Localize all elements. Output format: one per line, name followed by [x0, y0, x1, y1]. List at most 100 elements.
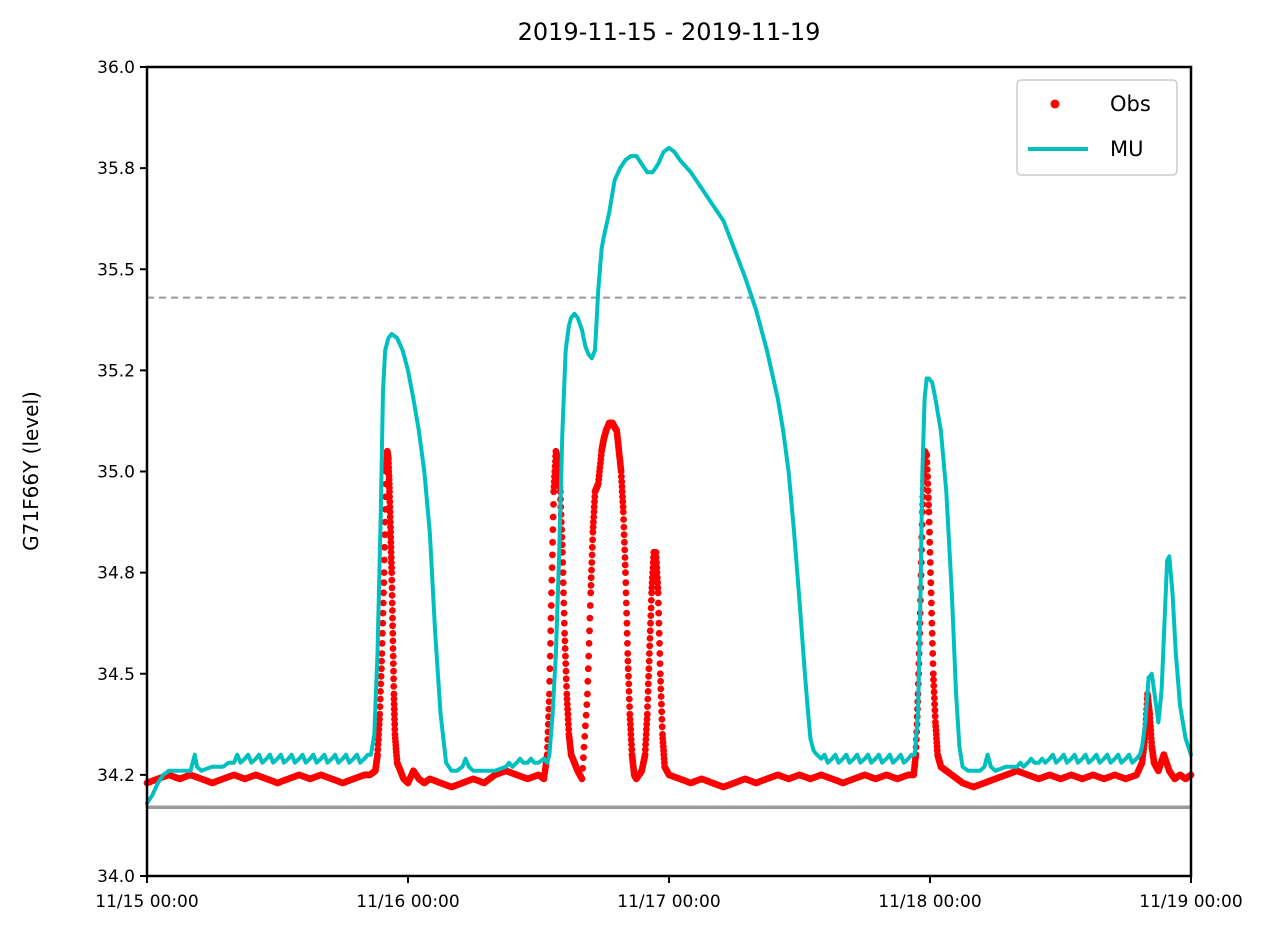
obs-point — [378, 665, 385, 673]
obs-point — [559, 569, 567, 576]
obs-point — [622, 589, 630, 597]
obs-point — [375, 731, 382, 738]
plot-frame — [145, 65, 1193, 878]
obs-point — [645, 665, 653, 673]
obs-point — [559, 559, 567, 566]
obs-point — [646, 627, 654, 635]
obs-point — [376, 695, 384, 703]
obs-point — [628, 741, 635, 748]
mu-series — [145, 145, 1193, 806]
obs-point — [620, 523, 628, 531]
obs-point — [548, 564, 556, 571]
obs-point — [390, 675, 397, 683]
obs-point — [654, 589, 662, 597]
obs-point — [391, 715, 398, 723]
obs-point — [658, 700, 665, 708]
obs-point — [547, 602, 555, 609]
obs-point — [588, 559, 596, 566]
obs-point — [625, 695, 633, 703]
obs-point — [648, 579, 656, 587]
obs-point — [381, 543, 388, 551]
obs-point — [928, 599, 935, 607]
obs-point — [386, 518, 394, 526]
obs-point — [389, 652, 397, 660]
obs-point — [378, 657, 385, 665]
obs-point — [647, 612, 655, 619]
obs-point — [378, 650, 386, 657]
obs-point — [646, 642, 654, 650]
obs-point — [657, 685, 665, 693]
obs-point — [642, 736, 650, 743]
obs-point — [387, 523, 394, 531]
obs-point — [390, 700, 398, 708]
obs-point — [584, 665, 592, 673]
obs-point — [647, 619, 654, 627]
obs-point — [619, 503, 627, 511]
obs-point — [582, 711, 590, 719]
obs-point — [391, 720, 399, 728]
obs-point — [590, 508, 598, 516]
obs-point — [381, 518, 389, 526]
obs-point — [643, 720, 651, 728]
obs-point — [627, 720, 634, 728]
obs-point — [927, 579, 935, 587]
obs-point — [590, 503, 598, 511]
obs-point — [561, 629, 568, 637]
obs-point — [585, 652, 593, 660]
obs-point — [654, 584, 662, 592]
obs-point — [578, 775, 586, 783]
obs-point — [929, 640, 936, 647]
obs-point — [579, 764, 587, 772]
obs-point — [389, 607, 396, 614]
obs-point — [380, 556, 388, 564]
obs-point — [626, 710, 634, 718]
obs-point — [390, 683, 398, 690]
obs-point — [587, 589, 595, 597]
legend-obs-marker — [1050, 99, 1060, 109]
obs-point — [926, 538, 934, 546]
obs-point — [584, 690, 591, 698]
obs-point — [585, 640, 593, 647]
obs-point — [642, 731, 650, 738]
reference-lines — [147, 296, 1191, 809]
obs-point — [388, 564, 395, 571]
obs-point — [619, 508, 627, 516]
obs-point — [387, 554, 395, 561]
obs-point — [618, 478, 626, 485]
obs-point — [388, 584, 396, 592]
chart-title: 2019-11-15 - 2019-11-19 — [518, 18, 821, 46]
obs-point — [643, 726, 650, 733]
obs-point — [375, 736, 382, 743]
obs-point — [389, 629, 397, 637]
obs-point — [624, 640, 631, 647]
obs-point — [389, 614, 396, 622]
obs-point — [623, 629, 631, 637]
obs-point — [929, 650, 937, 657]
obs-point — [588, 543, 596, 551]
obs-point — [618, 483, 626, 491]
obs-point — [621, 561, 629, 569]
obs-point — [923, 459, 931, 466]
obs-point — [649, 574, 656, 582]
x-axis-ticks: 11/15 00:00 11/16 00:00 11/17 00:00 11/18 0… — [95, 876, 1243, 912]
obs-point — [589, 528, 597, 536]
obs-point — [380, 579, 388, 587]
obs-point — [379, 629, 386, 637]
obs-point — [563, 683, 570, 690]
obs-point — [923, 466, 931, 473]
obs-point — [924, 487, 932, 495]
obs-point — [619, 498, 627, 506]
obs-point — [657, 677, 664, 685]
obs-point — [931, 694, 938, 702]
obs-point — [387, 543, 395, 551]
obs-point — [386, 508, 394, 516]
obs-point — [377, 672, 385, 680]
obs-point — [379, 609, 387, 617]
obs-point — [621, 554, 629, 561]
obs-point — [389, 645, 397, 652]
y-axis-ticks: 34.0 34.2 34.5 34.8 35.0 35.2 35.5 35.8 36.0 — [97, 58, 147, 887]
legend: Obs MU — [1016, 79, 1178, 176]
obs-point — [627, 736, 635, 743]
obs-point — [561, 637, 569, 645]
obs-point — [618, 473, 625, 480]
